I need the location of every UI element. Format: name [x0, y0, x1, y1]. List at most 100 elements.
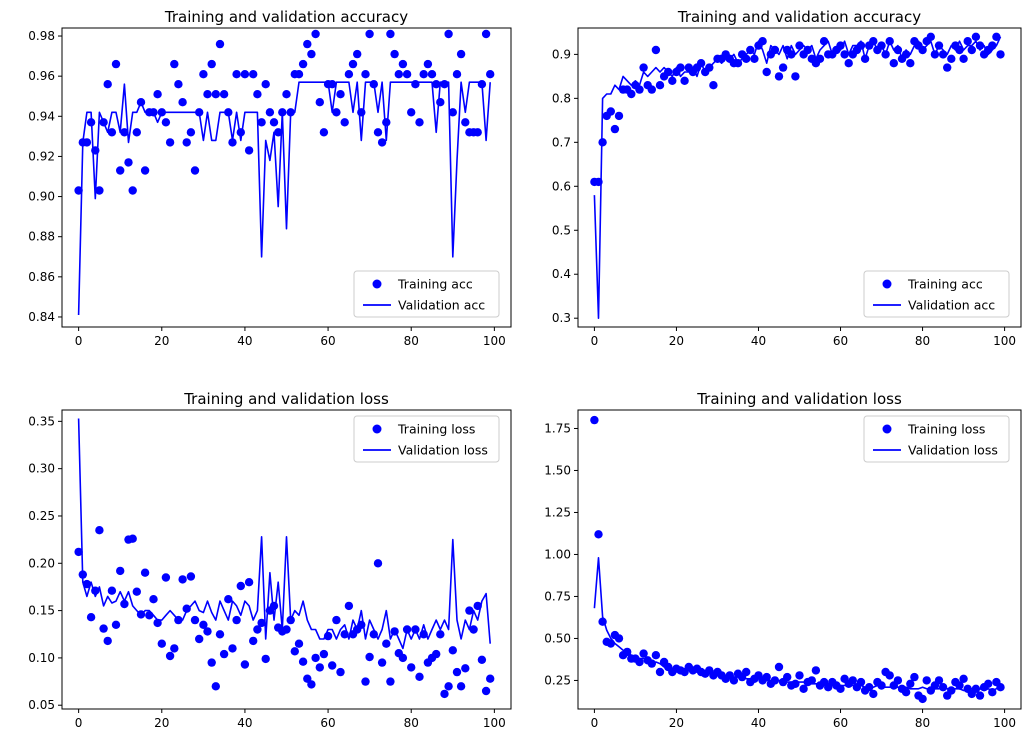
- training-point: [377, 138, 387, 147]
- training-point: [486, 674, 495, 683]
- training-point: [778, 63, 788, 72]
- legend-marker-swatch: [882, 424, 892, 434]
- training-point: [651, 651, 661, 660]
- training-point: [647, 85, 656, 94]
- training-point: [132, 587, 141, 596]
- training-point: [811, 666, 821, 675]
- training-point: [635, 85, 644, 94]
- training-point: [99, 624, 108, 633]
- training-point: [639, 649, 648, 658]
- training-point: [668, 76, 677, 86]
- y-tick-label: 0.86: [28, 270, 55, 284]
- training-point: [959, 674, 968, 683]
- x-tick-label: 40: [751, 716, 766, 730]
- training-point: [889, 59, 898, 68]
- x-tick-label: 40: [237, 716, 252, 730]
- training-point: [303, 39, 312, 49]
- training-point: [82, 579, 92, 589]
- plot-frame: [577, 409, 1022, 710]
- training-point: [988, 41, 997, 50]
- training-point: [232, 70, 241, 79]
- training-point: [836, 684, 845, 693]
- training-point: [361, 70, 370, 79]
- x-tick-label: 0: [75, 716, 83, 730]
- legend-label: Training acc: [907, 277, 983, 292]
- chart-panel-3: Training and validation loss 0 20 40 60 80 100…: [28, 390, 512, 730]
- x-tick-label: 40: [237, 334, 252, 348]
- training-point: [165, 651, 175, 661]
- chart-panel-2: Training and validation accuracy 0 20 40 60 8…: [552, 8, 1022, 348]
- training-point: [170, 59, 179, 69]
- training-point: [190, 615, 200, 625]
- training-point: [319, 128, 329, 137]
- training-point: [103, 80, 112, 89]
- training-point: [407, 663, 416, 672]
- training-point: [411, 80, 420, 89]
- training-point: [170, 644, 179, 653]
- training-point: [116, 566, 125, 576]
- training-point: [971, 684, 981, 693]
- training-point: [750, 54, 759, 63]
- training-point: [149, 595, 158, 604]
- training-point: [319, 649, 329, 659]
- training-point: [452, 667, 462, 677]
- training-point: [709, 81, 718, 90]
- training-point: [182, 138, 191, 147]
- training-point: [382, 118, 391, 127]
- training-point: [906, 59, 915, 68]
- training-point: [938, 50, 948, 59]
- training-point: [74, 186, 83, 195]
- training-point: [901, 688, 911, 697]
- y-tick-label: 0.05: [28, 698, 55, 712]
- training-point: [111, 59, 121, 69]
- training-point: [195, 634, 204, 644]
- x-tick-label: 0: [591, 716, 599, 730]
- training-point: [614, 634, 624, 643]
- legend-label: Validation loss: [398, 443, 488, 458]
- training-point: [244, 146, 254, 155]
- training-point: [377, 658, 387, 667]
- training-point: [947, 686, 956, 695]
- y-tick-label: 0.35: [28, 414, 55, 428]
- training-point: [432, 649, 441, 659]
- training-point: [436, 98, 445, 107]
- y-tick-label: 0.75: [544, 589, 571, 603]
- training-point: [448, 646, 457, 655]
- training-point: [282, 90, 291, 99]
- training-point: [253, 625, 262, 634]
- y-tick-label: 0.15: [28, 604, 55, 618]
- training-point: [444, 29, 453, 39]
- training-point: [627, 89, 636, 99]
- training-point: [469, 625, 478, 634]
- training-point: [174, 80, 183, 89]
- training-point: [361, 677, 370, 686]
- training-point: [955, 45, 964, 55]
- training-point: [407, 108, 416, 117]
- y-tick-label: 0.92: [28, 149, 55, 163]
- y-tick-label: 0.20: [28, 556, 55, 570]
- training-point: [353, 49, 362, 59]
- training-point: [161, 573, 171, 582]
- training-point: [186, 128, 196, 137]
- legend-label: Training loss: [907, 422, 985, 437]
- y-tick-label: 0.90: [28, 190, 55, 204]
- plot-frame: [577, 27, 1022, 328]
- training-point: [107, 586, 117, 595]
- training-point: [473, 128, 482, 137]
- training-point: [116, 166, 125, 175]
- training-point: [885, 671, 894, 680]
- training-point: [992, 32, 1001, 41]
- training-point: [481, 29, 491, 39]
- plot-frame: [61, 27, 512, 328]
- training-point: [398, 59, 408, 69]
- training-point: [918, 694, 927, 704]
- training-point: [436, 630, 445, 639]
- training-point: [386, 677, 395, 686]
- training-point: [963, 37, 972, 46]
- x-tick-label: 80: [404, 334, 419, 348]
- training-point: [486, 70, 495, 79]
- training-point: [290, 647, 299, 656]
- training-point: [922, 676, 931, 685]
- training-point: [795, 671, 804, 680]
- training-point: [132, 128, 141, 137]
